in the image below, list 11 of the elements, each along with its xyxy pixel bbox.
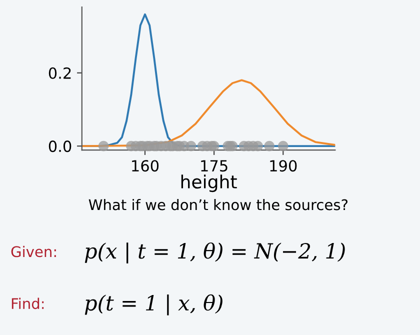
- text: p(x | t = 1, θ) = N(−2, 1): [84, 242, 345, 264]
- x-tick-label: 160: [132, 160, 159, 172]
- text: Given:: [11, 246, 56, 258]
- x-tick-label: 175: [201, 160, 228, 172]
- text: Find:: [12, 298, 44, 310]
- x-axis-title: height: [181, 174, 237, 192]
- text: p(t = 1 | x, θ): [84, 294, 222, 316]
- y-tick-label: 0.2: [48, 67, 71, 79]
- y-tick-label: 0.0: [48, 140, 72, 152]
- text: What if we don’t know the sources?: [88, 198, 348, 210]
- x-tick-label: 190: [270, 160, 297, 172]
